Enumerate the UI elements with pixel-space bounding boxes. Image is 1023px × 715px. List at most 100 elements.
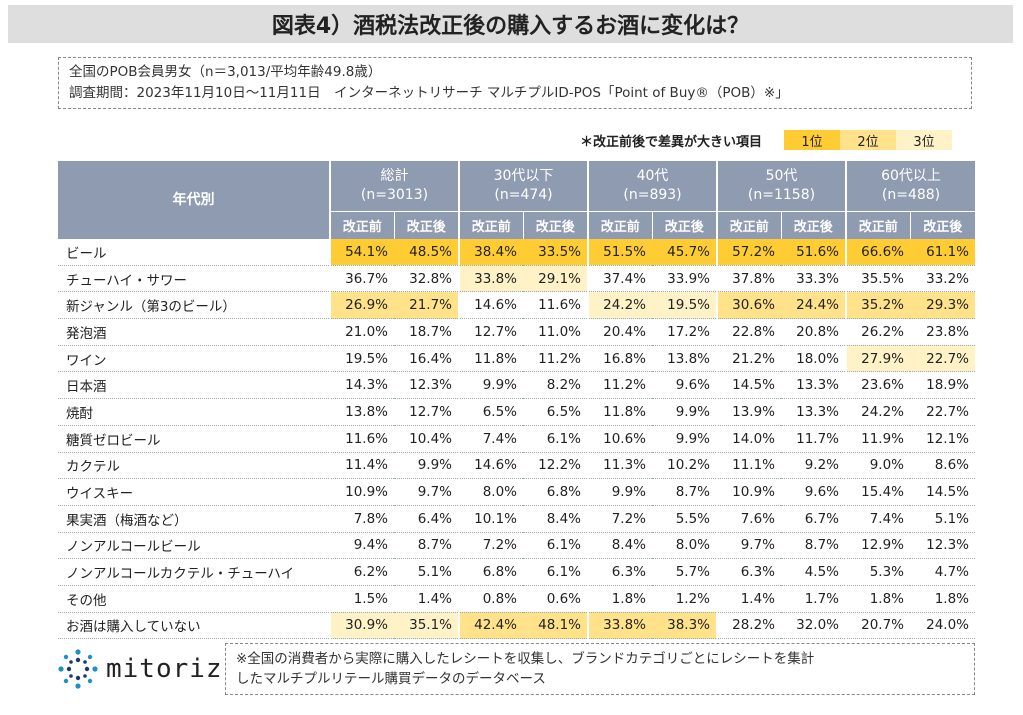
group-name: 40代 — [636, 168, 669, 184]
group-name: 総計 — [380, 168, 409, 184]
value-cell: 13.9% — [716, 398, 781, 426]
value-cell: 0.6% — [523, 585, 588, 613]
value-cell: 6.5% — [458, 398, 523, 426]
value-cell: 37.8% — [716, 265, 781, 293]
row-header-label: 年代別 — [58, 161, 330, 239]
group-sample-size: (n=1158) — [747, 187, 816, 203]
value-cell: 10.9% — [329, 478, 394, 506]
value-cell: 9.6% — [652, 371, 717, 400]
value-cell: 12.2% — [523, 452, 588, 480]
subcolumn-header: 改正前 — [845, 211, 910, 239]
value-cell: 1.4% — [394, 585, 459, 613]
value-cell: 33.9% — [652, 265, 717, 293]
value-cell: 22.7% — [910, 398, 975, 426]
subcolumn-header: 改正後 — [909, 211, 975, 239]
value-cell: 7.4% — [845, 505, 910, 533]
value-cell: 19.5% — [652, 291, 717, 320]
value-cell: 28.2% — [716, 612, 781, 640]
value-cell: 9.4% — [329, 532, 394, 560]
value-cell: 6.3% — [716, 558, 781, 586]
group-sample-size: (n=474) — [494, 187, 553, 203]
table-row: 新ジャンル（第3のビール） 26.9% 21.7% 14.6% 11.6% 24.2% 19… — [58, 291, 975, 320]
value-cell: 4.5% — [781, 558, 846, 586]
table-row: 発泡酒 21.0% 18.7% 12.7% 11.0% 20.4% 17.2% 22.8% 20… — [58, 318, 975, 346]
value-cell: 6.8% — [458, 558, 523, 586]
value-cell: 9.9% — [458, 371, 523, 400]
table-row: ノンアルコールビール 9.4% 8.7% 7.2% 6.1% 8.4% 8.0% 9.7% 8.… — [58, 532, 975, 560]
value-cell: 66.6% — [845, 239, 910, 266]
value-cell: 5.3% — [845, 558, 910, 586]
value-cell: 12.7% — [394, 398, 459, 426]
footnote-line2: したマルチプルリテール購買データのデータベース — [236, 671, 546, 687]
group-header: 総計 (n=3013) — [329, 161, 459, 212]
group-name: 60代以上 — [881, 168, 941, 184]
survey-info-line1: 全国のPOB会員男女（n＝3,013/平均年齢49.8歳） — [69, 64, 382, 80]
value-cell: 22.7% — [910, 345, 975, 373]
value-cell: 16.8% — [587, 345, 652, 373]
value-cell: 1.5% — [329, 585, 394, 613]
value-cell: 24.2% — [587, 291, 652, 320]
subcolumn-header: 改正前 — [458, 211, 523, 239]
value-cell: 32.0% — [781, 612, 846, 640]
value-cell: 13.8% — [652, 345, 717, 373]
group-header: 50代 (n=1158) — [716, 161, 846, 212]
row-label: ウイスキー — [58, 478, 330, 506]
value-cell: 33.8% — [587, 612, 652, 640]
value-cell: 7.2% — [587, 505, 652, 533]
value-cell: 6.5% — [523, 398, 588, 426]
group-header: 60代以上 (n=488) — [845, 161, 975, 212]
value-cell: 10.4% — [394, 425, 459, 453]
value-cell: 11.9% — [845, 425, 910, 453]
value-cell: 35.2% — [845, 291, 910, 320]
value-cell: 6.8% — [523, 478, 588, 506]
value-cell: 10.2% — [652, 452, 717, 480]
value-cell: 12.9% — [845, 532, 910, 560]
value-cell: 11.7% — [781, 425, 846, 453]
value-cell: 38.4% — [458, 239, 523, 266]
value-cell: 15.4% — [845, 478, 910, 506]
value-cell: 14.3% — [329, 371, 394, 400]
value-cell: 17.2% — [652, 318, 717, 346]
value-cell: 1.2% — [652, 585, 717, 613]
value-cell: 54.1% — [329, 239, 394, 266]
value-cell: 16.4% — [394, 345, 459, 373]
row-label: お酒は購入していない — [58, 612, 330, 640]
value-cell: 6.1% — [523, 558, 588, 586]
value-cell: 30.9% — [329, 612, 394, 640]
value-cell: 32.8% — [394, 265, 459, 293]
legend-note: ＊改正前後で差異が大きい項目 — [580, 134, 763, 150]
subcolumn-header: 改正後 — [522, 211, 588, 239]
value-cell: 11.1% — [716, 452, 781, 480]
value-cell: 6.2% — [329, 558, 394, 586]
page-title-text: 図表4）酒税法改正後の購入するお酒に変化は？ — [271, 14, 750, 39]
value-cell: 5.5% — [652, 505, 717, 533]
value-cell: 8.4% — [523, 505, 588, 533]
value-cell: 45.7% — [652, 239, 717, 266]
value-cell: 9.6% — [781, 478, 846, 506]
value-cell: 12.1% — [910, 425, 975, 453]
subcolumn-header: 改正後 — [780, 211, 846, 239]
value-cell: 8.0% — [652, 532, 717, 560]
mitoriz-logo-text: mitoriz — [106, 654, 223, 684]
value-cell: 9.7% — [716, 532, 781, 560]
alcohol-purchase-table: 年代別 総計 (n=3013) 30代以下 (n=474) 40代 (n=893) 50代 (n… — [58, 161, 975, 640]
value-cell: 11.8% — [587, 398, 652, 426]
value-cell: 14.0% — [716, 425, 781, 453]
row-label: ワイン — [58, 345, 330, 373]
value-cell: 24.2% — [845, 398, 910, 426]
value-cell: 5.7% — [652, 558, 717, 586]
value-cell: 7.8% — [329, 505, 394, 533]
value-cell: 1.8% — [845, 585, 910, 613]
row-label: ノンアルコールビール — [58, 532, 330, 560]
value-cell: 12.3% — [910, 532, 975, 560]
table-row: 日本酒 14.3% 12.3% 9.9% 8.2% 11.2% 9.6% 14.5% 13.3%… — [58, 371, 975, 400]
row-label: チューハイ・サワー — [58, 265, 330, 293]
mitoriz-logo-icon — [58, 649, 98, 689]
value-cell: 22.8% — [716, 318, 781, 346]
value-cell: 10.1% — [458, 505, 523, 533]
value-cell: 1.4% — [716, 585, 781, 613]
value-cell: 11.3% — [587, 452, 652, 480]
value-cell: 38.3% — [652, 612, 717, 640]
row-label: カクテル — [58, 452, 330, 480]
value-cell: 24.0% — [910, 612, 975, 640]
